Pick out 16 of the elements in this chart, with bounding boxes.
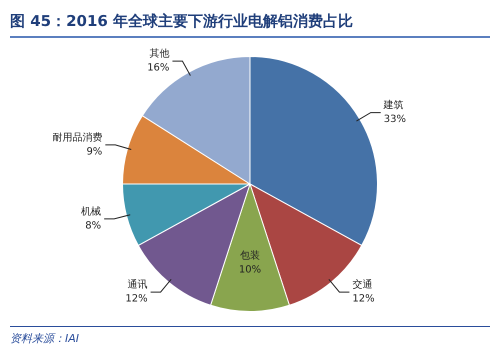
slice-label: 其他 xyxy=(149,48,170,60)
slice-label: 建筑 xyxy=(382,99,404,112)
data-label: 12% xyxy=(352,294,375,305)
slice-label: 交通 xyxy=(352,278,372,291)
data-label: 8% xyxy=(85,220,102,232)
slice-label: 机械 xyxy=(81,205,102,218)
data-label: 10% xyxy=(238,264,262,276)
slice-label: 包装 xyxy=(240,250,260,262)
data-label: 16% xyxy=(147,62,170,74)
chart-title: 图 45：2016 年全球主要下游行业电解铝消费占比 xyxy=(10,12,490,38)
text: 资料来源：IAI xyxy=(10,326,490,346)
data-label: 9% xyxy=(86,146,102,158)
data-label: 12% xyxy=(125,294,148,305)
slice-label: 通讯 xyxy=(128,278,148,291)
slice-label: 耐用品消费 xyxy=(52,131,102,144)
data-label: 33% xyxy=(384,114,406,126)
